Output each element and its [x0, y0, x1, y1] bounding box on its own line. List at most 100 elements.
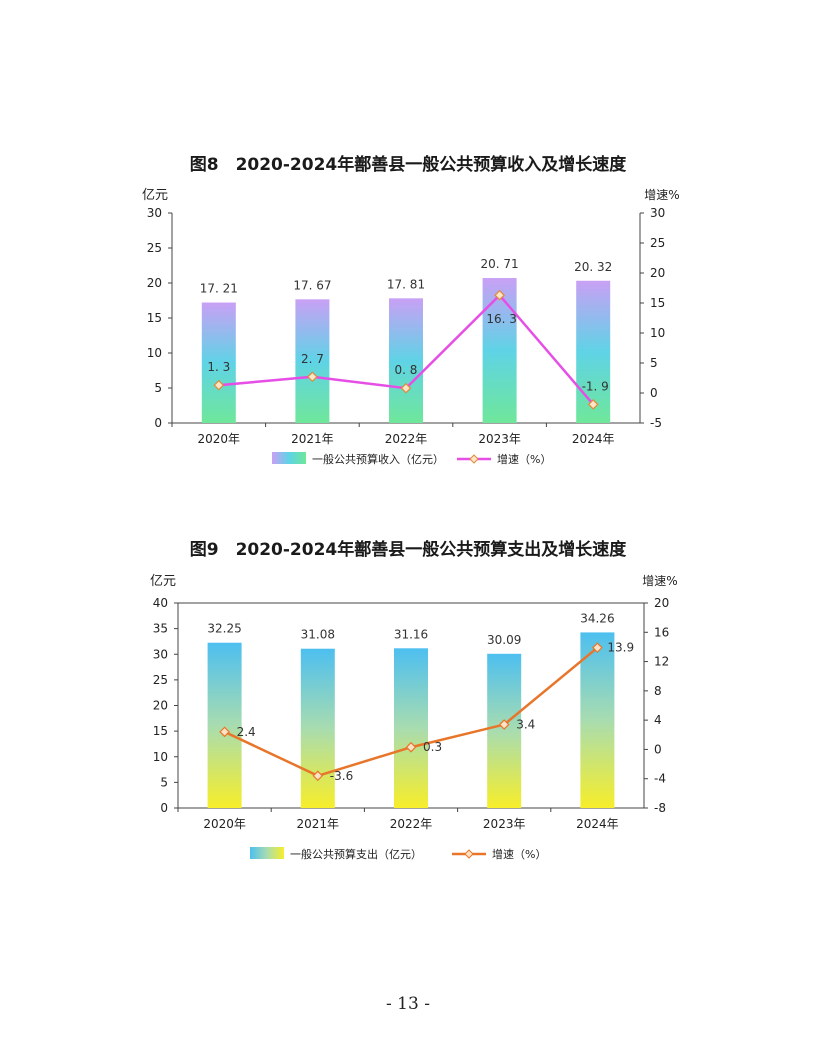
- y-tick-label: 0: [154, 416, 162, 430]
- x-tick-label: 2022年: [385, 432, 428, 446]
- y2-axis-title: 增速%: [642, 574, 677, 588]
- x-tick-label: 2024年: [572, 432, 615, 446]
- y-axis-title: 亿元: [142, 188, 168, 203]
- y-tick-label: 15: [153, 724, 168, 738]
- x-tick-label: 2021年: [291, 432, 334, 446]
- y-tick-label: 30: [147, 206, 162, 220]
- bar-value-label: 20. 71: [481, 257, 519, 271]
- y-tick-label: 10: [147, 346, 162, 360]
- x-tick-label: 2023年: [478, 432, 521, 446]
- y-tick-label: 20: [153, 699, 168, 713]
- legend-bar-swatch: [272, 452, 306, 464]
- bar-value-label: 34.26: [580, 611, 614, 625]
- bar-value-label: 17. 67: [293, 278, 331, 292]
- growth-marker: [587, 399, 599, 410]
- growth-marker: [213, 379, 225, 391]
- x-tick-label: 2020年: [198, 432, 241, 446]
- growth-marker: [494, 289, 505, 301]
- bar-value-label: 31.08: [301, 628, 335, 642]
- growth-value-label: 2.4: [237, 725, 256, 739]
- y2-tick-label: -5: [650, 416, 662, 430]
- bar-value-label: 30.09: [487, 633, 521, 647]
- bar: [201, 302, 236, 423]
- y-axis-title: 亿元: [150, 574, 176, 589]
- bar-value-label: 17. 21: [200, 282, 238, 296]
- y2-tick-label: 5: [650, 356, 658, 370]
- growth-marker: [405, 741, 417, 753]
- page-number: - 13 -: [386, 994, 430, 1014]
- bar-value-label: 17. 81: [387, 277, 425, 291]
- growth-value-label: 3.4: [516, 718, 535, 732]
- bar: [487, 653, 522, 808]
- growth-value-label: 16. 3: [486, 312, 517, 326]
- y2-tick-label: -8: [654, 801, 666, 815]
- x-tick-label: 2023年: [483, 817, 526, 831]
- x-tick-label: 2021年: [297, 817, 340, 831]
- revenue-chart: 0 5 10 15 20 25 30 -5 0 5 10 15 20 25 30 亿元 增速% 17. 21 202…: [142, 188, 680, 466]
- y-tick-label: 25: [153, 673, 168, 687]
- bar: [389, 298, 423, 423]
- expenditure-chart: 0 5 10 15 20 25 30 35 40 -8 -4 0 4 8 12 16 20 亿元 增速% 32.25 2…: [150, 574, 678, 861]
- bar-value-label: 20. 32: [574, 260, 612, 274]
- bar: [300, 648, 335, 808]
- chart-title: 图9 2020-2024年鄯善县一般公共预算支出及增长速度: [189, 540, 627, 560]
- y2-tick-label: 16: [654, 625, 669, 639]
- bar: [580, 632, 615, 808]
- y-tick-label: 15: [147, 311, 162, 325]
- bar: [482, 278, 517, 423]
- y-tick-label: 10: [153, 750, 168, 764]
- y-tick-label: 20: [147, 276, 162, 290]
- legend-bar-label: 一般公共预算收入（亿元）: [312, 452, 444, 466]
- x-tick-label: 2022年: [390, 817, 433, 831]
- bar-value-label: 32.25: [207, 622, 241, 636]
- chart-title: 图8 2020-2024年鄯善县一般公共预算收入及增长速度: [189, 155, 627, 175]
- y2-tick-label: 4: [654, 713, 662, 727]
- growth-value-label: 2. 7: [301, 352, 324, 366]
- legend-line-label: 增速（%）: [497, 452, 551, 466]
- bar: [394, 648, 428, 808]
- growth-marker: [307, 371, 318, 383]
- y-tick-label: 5: [160, 775, 168, 789]
- y2-tick-label: 20: [654, 596, 669, 610]
- growth-value-label: -1. 9: [582, 379, 609, 393]
- y2-axis-title: 增速%: [644, 188, 679, 202]
- y-tick-label: 0: [160, 801, 168, 815]
- growth-marker: [498, 719, 510, 730]
- y-tick-label: 25: [147, 241, 162, 255]
- y2-tick-label: 30: [650, 206, 665, 220]
- y2-tick-label: 12: [654, 655, 669, 669]
- bar-value-label: 31.16: [394, 627, 428, 641]
- y-tick-label: 5: [154, 381, 162, 395]
- y-tick-label: 30: [153, 647, 168, 661]
- y2-tick-label: 20: [650, 266, 665, 280]
- growth-marker: [400, 382, 412, 394]
- y2-tick-label: 8: [654, 684, 662, 698]
- y2-tick-label: -4: [654, 772, 666, 786]
- growth-value-label: 13.9: [607, 641, 634, 655]
- growth-marker: [219, 726, 230, 738]
- x-tick-label: 2020年: [203, 817, 246, 831]
- x-tick-label: 2024年: [576, 817, 619, 831]
- legend-line-marker: [464, 849, 474, 859]
- growth-marker: [592, 642, 603, 654]
- bar: [207, 642, 242, 808]
- y2-tick-label: 15: [650, 296, 665, 310]
- y2-tick-label: 0: [654, 742, 662, 756]
- y-tick-label: 40: [153, 596, 168, 610]
- growth-value-label: 0.3: [423, 740, 442, 754]
- y-tick-label: 35: [153, 622, 168, 636]
- legend-line-label: 增速（%）: [492, 847, 546, 861]
- growth-value-label: 0. 8: [395, 363, 418, 377]
- legend-bar-label: 一般公共预算支出（亿元）: [290, 847, 422, 861]
- y2-tick-label: 25: [650, 236, 665, 250]
- y2-tick-label: 10: [650, 326, 665, 340]
- figure-8: 图8 2020-2024年鄯善县一般公共预算收入及增长速度 0 5 10 15 20 25…: [0, 150, 816, 480]
- bar: [295, 299, 330, 423]
- legend-bar-swatch: [250, 847, 284, 859]
- growth-value-label: -3.6: [330, 769, 353, 783]
- y2-tick-label: 0: [650, 386, 658, 400]
- legend-line-marker: [469, 454, 479, 464]
- growth-marker: [312, 770, 324, 782]
- figure-9: 图9 2020-2024年鄯善县一般公共预算支出及增长速度 0 5 10 15 20 25…: [0, 535, 816, 875]
- growth-value-label: 1. 3: [207, 360, 230, 374]
